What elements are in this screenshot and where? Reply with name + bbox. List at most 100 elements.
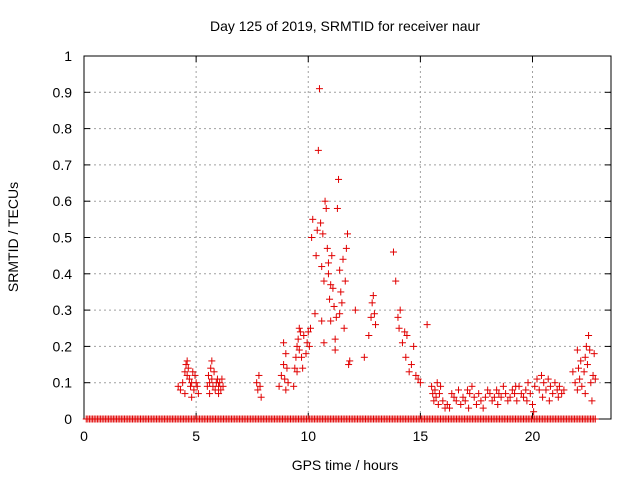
x-tick-label: 0 xyxy=(80,428,88,444)
data-point xyxy=(346,357,354,365)
data-point xyxy=(433,379,441,387)
data-point xyxy=(549,390,557,398)
axis-ticks: 00.10.20.30.40.50.60.70.80.910 5 10 15 20 xyxy=(53,48,611,444)
data-point xyxy=(495,390,503,398)
data-point xyxy=(295,346,303,354)
data-point xyxy=(306,324,314,332)
data-point xyxy=(555,382,563,390)
data-point xyxy=(182,361,190,369)
data-point xyxy=(443,400,451,408)
data-point xyxy=(466,390,474,398)
data-point xyxy=(484,386,492,394)
y-tick-label: 0.4 xyxy=(53,266,73,282)
data-point xyxy=(360,353,368,361)
data-point xyxy=(281,375,289,383)
data-point xyxy=(365,332,373,340)
data-point xyxy=(582,342,590,350)
y-tick-label: 0.1 xyxy=(53,375,73,391)
data-point xyxy=(410,342,418,350)
data-point xyxy=(591,415,599,423)
data-point xyxy=(448,390,456,398)
data-point xyxy=(207,364,215,372)
data-point xyxy=(551,379,559,387)
data-point xyxy=(494,400,502,408)
data-point xyxy=(571,379,579,387)
data-point xyxy=(546,382,554,390)
data-point xyxy=(459,393,467,401)
data-point xyxy=(457,400,465,408)
data-point xyxy=(345,361,353,369)
y-tick-label: 0.5 xyxy=(53,230,73,246)
data-point xyxy=(398,339,406,347)
data-point xyxy=(335,175,343,183)
data-point xyxy=(321,197,329,205)
data-point xyxy=(369,292,377,300)
data-point xyxy=(560,386,568,394)
data-point xyxy=(338,299,346,307)
data-point xyxy=(506,393,514,401)
data-point xyxy=(488,397,496,405)
data-point xyxy=(452,397,460,405)
data-point xyxy=(533,375,541,383)
data-point xyxy=(215,390,223,398)
x-tick-label: 15 xyxy=(413,428,429,444)
data-point xyxy=(312,252,320,260)
data-point xyxy=(291,364,299,372)
data-point xyxy=(502,390,510,398)
data-point xyxy=(539,393,547,401)
data-point xyxy=(512,382,520,390)
data-point xyxy=(475,390,483,398)
data-point xyxy=(189,368,197,376)
data-point xyxy=(430,397,438,405)
data-point xyxy=(311,310,319,318)
data-point xyxy=(414,375,422,383)
data-point xyxy=(217,386,225,394)
data-point xyxy=(389,248,397,256)
data-point xyxy=(320,339,328,347)
data-point xyxy=(317,219,325,227)
data-point xyxy=(493,386,501,394)
data-point xyxy=(545,397,553,405)
data-point xyxy=(511,390,519,398)
y-tick-label: 0.2 xyxy=(53,338,73,354)
data-point xyxy=(174,382,182,390)
data-point xyxy=(218,375,226,383)
data-point xyxy=(405,368,413,376)
data-point xyxy=(577,357,585,365)
data-point xyxy=(190,386,198,394)
data-point xyxy=(204,371,212,379)
data-point xyxy=(309,215,317,223)
data-point xyxy=(336,266,344,274)
data-point xyxy=(305,342,313,350)
data-point xyxy=(477,397,485,405)
chart-title: Day 125 of 2019, SRMTID for receiver nau… xyxy=(210,18,480,34)
data-point xyxy=(578,382,586,390)
data-point xyxy=(333,204,341,212)
data-point xyxy=(396,306,404,314)
data-point xyxy=(299,364,307,372)
data-point xyxy=(428,382,436,390)
data-point xyxy=(522,386,530,394)
data-point xyxy=(344,230,351,238)
data-point xyxy=(304,328,312,336)
data-point xyxy=(468,382,476,390)
data-point xyxy=(324,270,332,278)
data-points xyxy=(82,85,599,423)
data-point xyxy=(181,390,189,398)
data-point xyxy=(587,379,595,387)
data-point xyxy=(339,255,347,263)
data-point xyxy=(540,379,548,387)
data-point xyxy=(293,342,301,350)
data-point xyxy=(187,382,195,390)
data-point xyxy=(340,324,348,332)
data-point xyxy=(327,281,335,289)
data-point xyxy=(313,226,321,234)
data-point xyxy=(327,317,335,325)
data-point xyxy=(537,371,545,379)
data-point xyxy=(183,357,191,365)
data-point xyxy=(194,390,202,398)
data-point xyxy=(531,382,539,390)
x-tick-label: 20 xyxy=(525,428,541,444)
data-point xyxy=(591,375,599,383)
data-point xyxy=(300,332,308,340)
